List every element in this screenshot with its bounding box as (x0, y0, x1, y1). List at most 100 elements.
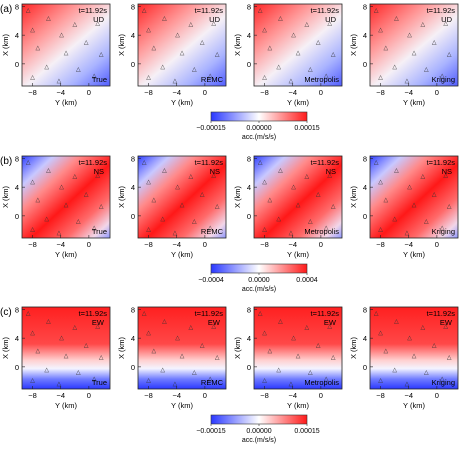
component-label: NS (210, 167, 220, 176)
station-marker: △ (211, 324, 216, 330)
station-marker: △ (278, 319, 283, 325)
y-axis-label: X (km) (1, 336, 10, 359)
station-marker: △ (92, 74, 97, 80)
station-marker: △ (258, 8, 263, 14)
station-marker: △ (44, 217, 49, 223)
station-marker: △ (378, 331, 383, 337)
x-axis-label: Y (km) (55, 98, 77, 107)
station-marker: △ (327, 21, 332, 27)
station-marker: △ (262, 227, 267, 233)
station-marker: △ (384, 198, 389, 204)
station-marker: △ (76, 67, 81, 73)
colorbar-tick-label: 0.00015 (294, 428, 319, 435)
station-marker: △ (175, 33, 180, 39)
time-label: t=11.92s (195, 6, 224, 15)
method-label: Metropolis (304, 378, 339, 387)
method-label: Metropolis (304, 75, 339, 84)
y-tick-label: 8 (363, 154, 367, 163)
colorbar-tick-label: 0.00000 (246, 125, 271, 132)
station-marker: △ (36, 349, 41, 355)
station-marker: △ (208, 74, 213, 80)
station-marker: △ (46, 168, 51, 174)
y-tick-label: 4 (15, 334, 19, 343)
station-marker: △ (420, 325, 425, 331)
acceleration-field (22, 4, 110, 86)
acceleration-field (22, 307, 110, 389)
panel-frame (21, 155, 111, 239)
station-marker: △ (407, 33, 412, 39)
y-tick-label: 4 (15, 183, 19, 192)
acceleration-field (254, 4, 342, 86)
colorbar-tick-label: 0.0004 (296, 277, 318, 284)
method-label: True (92, 75, 107, 84)
y-tick-label: 8 (131, 2, 135, 11)
x-tick-label: 0 (203, 88, 207, 97)
x-tick-label: −8 (376, 88, 385, 97)
time-label: t=11.92s (311, 158, 340, 167)
x-tick-label: 0 (435, 391, 439, 400)
x-tick-label: −4 (288, 391, 297, 400)
station-marker: △ (407, 336, 412, 342)
station-marker: △ (304, 174, 309, 180)
station-marker: △ (173, 78, 178, 84)
x-tick-label: −8 (144, 88, 153, 97)
station-marker: △ (378, 378, 383, 384)
station-marker: △ (44, 368, 49, 374)
station-marker: △ (289, 78, 294, 84)
station-marker: △ (394, 319, 399, 325)
station-marker: △ (173, 381, 178, 387)
panel-frame (137, 3, 227, 87)
station-marker: △ (374, 8, 379, 14)
station-marker: △ (64, 203, 69, 209)
method-label: True (92, 378, 107, 387)
station-marker: △ (180, 203, 185, 209)
station-marker: △ (30, 75, 35, 81)
component-label: EW (208, 318, 221, 327)
station-marker: △ (324, 377, 329, 383)
station-marker: △ (30, 227, 35, 233)
station-marker: △ (443, 324, 448, 330)
x-tick-label: 0 (87, 240, 91, 249)
station-marker: △ (95, 324, 100, 330)
station-marker: △ (152, 349, 157, 355)
y-tick-label: 0 (363, 60, 367, 69)
station-marker: △ (44, 65, 49, 71)
station-marker: △ (327, 324, 332, 330)
panel-frame (369, 306, 459, 390)
station-marker: △ (331, 52, 336, 58)
station-marker: △ (412, 354, 417, 360)
station-marker: △ (46, 319, 51, 325)
station-marker: △ (378, 75, 383, 81)
station-marker: △ (374, 311, 379, 317)
component-label: NS (442, 167, 452, 176)
station-marker: △ (142, 8, 147, 14)
station-marker: △ (57, 78, 62, 84)
panel-frame (369, 3, 459, 87)
station-marker: △ (26, 311, 31, 317)
station-marker: △ (160, 217, 165, 223)
x-tick-label: −8 (28, 391, 37, 400)
station-marker: △ (447, 204, 452, 210)
station-marker: △ (424, 370, 429, 376)
station-marker: △ (378, 180, 383, 186)
y-tick-label: 0 (15, 60, 19, 69)
acceleration-field (138, 4, 226, 86)
station-marker: △ (304, 22, 309, 28)
x-tick-label: 0 (319, 391, 323, 400)
x-tick-label: −8 (28, 88, 37, 97)
station-marker: △ (162, 16, 167, 22)
y-axis-label: X (km) (349, 336, 358, 359)
station-marker: △ (432, 40, 437, 46)
acceleration-field (138, 307, 226, 389)
station-marker: △ (211, 21, 216, 27)
station-marker: △ (291, 185, 296, 191)
station-marker: △ (331, 355, 336, 361)
station-marker: △ (64, 51, 69, 57)
station-marker: △ (420, 174, 425, 180)
station-marker: △ (208, 377, 213, 383)
colorbar-label: acc.(m/s/s) (242, 286, 276, 293)
